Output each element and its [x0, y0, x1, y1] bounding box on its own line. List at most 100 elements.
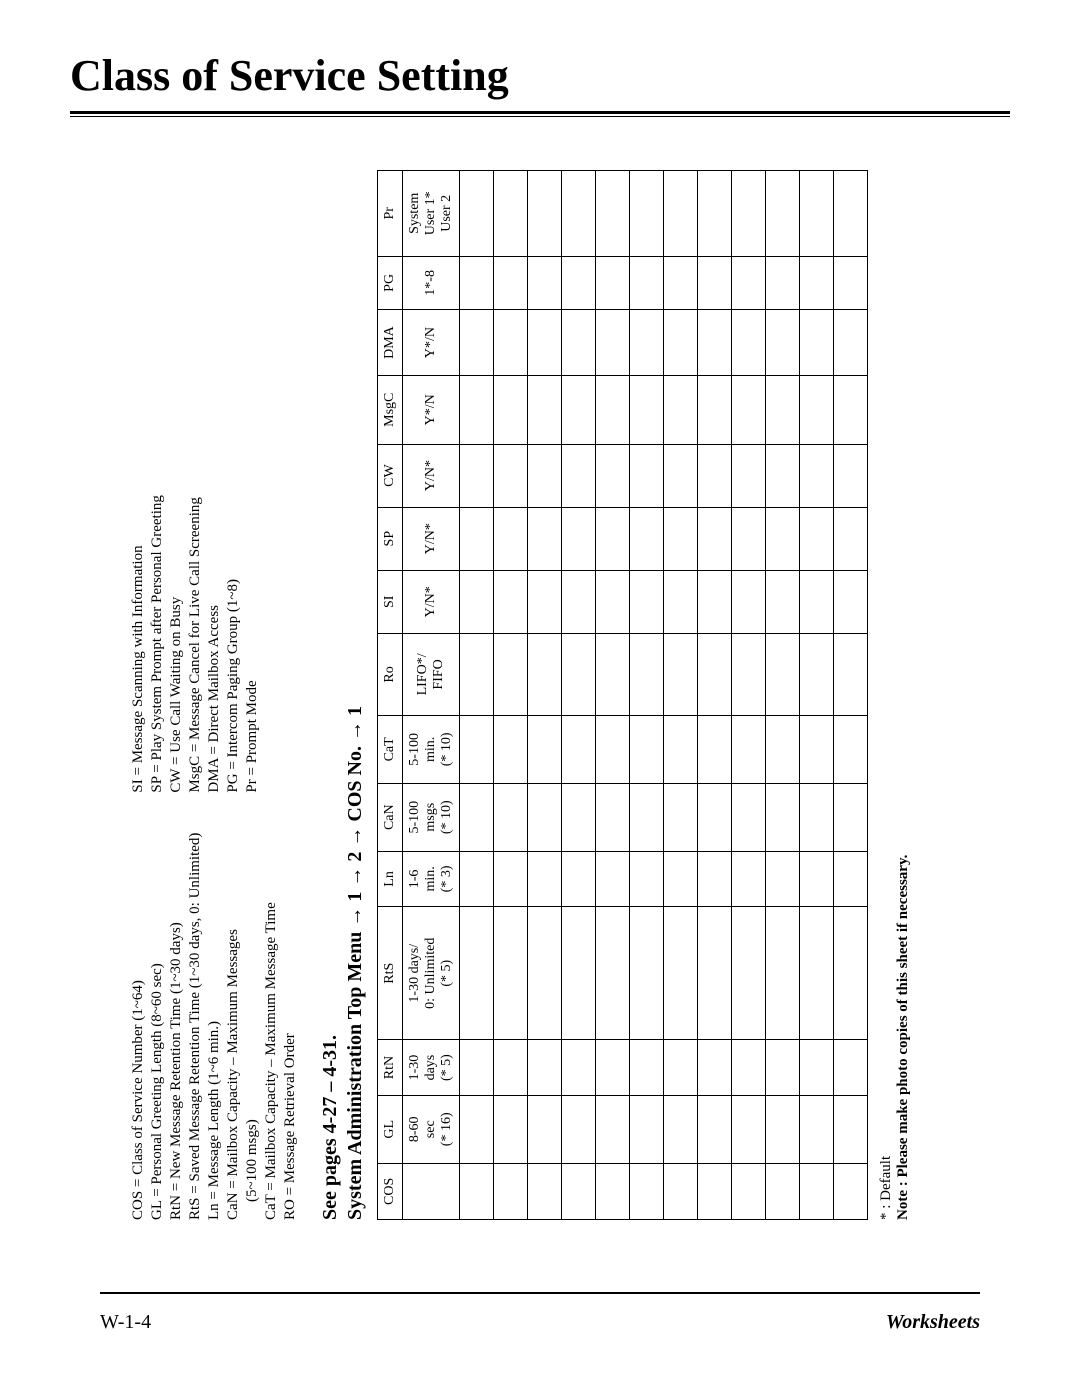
- table-cell[interactable]: [630, 444, 664, 507]
- table-cell[interactable]: [834, 851, 868, 907]
- table-cell[interactable]: [596, 171, 630, 257]
- table-cell[interactable]: [834, 256, 868, 310]
- table-cell[interactable]: [732, 1040, 766, 1096]
- table-cell[interactable]: [630, 507, 664, 570]
- table-cell[interactable]: [494, 783, 528, 851]
- table-cell[interactable]: [562, 507, 596, 570]
- table-cell[interactable]: [698, 715, 732, 783]
- table-cell[interactable]: [766, 851, 800, 907]
- table-cell[interactable]: [834, 715, 868, 783]
- table-cell[interactable]: [834, 171, 868, 257]
- table-cell[interactable]: [664, 310, 698, 376]
- table-cell[interactable]: [562, 444, 596, 507]
- table-cell[interactable]: [528, 851, 562, 907]
- table-cell[interactable]: [664, 171, 698, 257]
- table-cell[interactable]: [460, 1163, 494, 1219]
- table-cell[interactable]: [834, 570, 868, 633]
- table-cell[interactable]: [664, 375, 698, 444]
- table-cell[interactable]: [596, 507, 630, 570]
- table-cell[interactable]: [800, 256, 834, 310]
- table-cell[interactable]: [528, 907, 562, 1040]
- table-cell[interactable]: [528, 256, 562, 310]
- table-cell[interactable]: [630, 171, 664, 257]
- table-cell[interactable]: [630, 715, 664, 783]
- table-cell[interactable]: [800, 1040, 834, 1096]
- table-cell[interactable]: [562, 570, 596, 633]
- table-cell[interactable]: [562, 256, 596, 310]
- table-cell[interactable]: [596, 907, 630, 1040]
- table-cell[interactable]: [664, 256, 698, 310]
- table-cell[interactable]: [800, 907, 834, 1040]
- table-cell[interactable]: [494, 715, 528, 783]
- table-cell[interactable]: [494, 1040, 528, 1096]
- table-cell[interactable]: [766, 444, 800, 507]
- table-cell[interactable]: [460, 1040, 494, 1096]
- table-cell[interactable]: [460, 444, 494, 507]
- table-cell[interactable]: [528, 1163, 562, 1219]
- table-cell[interactable]: [766, 256, 800, 310]
- table-cell[interactable]: [630, 1040, 664, 1096]
- table-cell[interactable]: [664, 1040, 698, 1096]
- table-cell[interactable]: [562, 310, 596, 376]
- table-cell[interactable]: [630, 1163, 664, 1219]
- table-cell[interactable]: [596, 310, 630, 376]
- table-cell[interactable]: [800, 851, 834, 907]
- table-cell[interactable]: [630, 310, 664, 376]
- table-cell[interactable]: [834, 507, 868, 570]
- table-cell[interactable]: [732, 507, 766, 570]
- table-cell[interactable]: [732, 851, 766, 907]
- table-cell[interactable]: [630, 907, 664, 1040]
- table-cell[interactable]: [732, 310, 766, 376]
- table-cell[interactable]: [664, 1095, 698, 1163]
- table-cell[interactable]: [494, 1163, 528, 1219]
- table-cell[interactable]: [732, 1163, 766, 1219]
- table-cell[interactable]: [528, 570, 562, 633]
- table-cell[interactable]: [630, 375, 664, 444]
- table-cell[interactable]: [834, 310, 868, 376]
- table-cell[interactable]: [630, 570, 664, 633]
- table-cell[interactable]: [494, 851, 528, 907]
- table-cell[interactable]: [562, 633, 596, 715]
- table-cell[interactable]: [664, 851, 698, 907]
- table-cell[interactable]: [528, 310, 562, 376]
- table-cell[interactable]: [630, 783, 664, 851]
- table-cell[interactable]: [460, 310, 494, 376]
- table-cell[interactable]: [800, 310, 834, 376]
- table-cell[interactable]: [732, 444, 766, 507]
- table-cell[interactable]: [494, 171, 528, 257]
- table-cell[interactable]: [800, 1095, 834, 1163]
- table-cell[interactable]: [528, 171, 562, 257]
- table-cell[interactable]: [834, 1095, 868, 1163]
- table-cell[interactable]: [834, 1040, 868, 1096]
- table-cell[interactable]: [562, 1040, 596, 1096]
- table-cell[interactable]: [596, 444, 630, 507]
- table-cell[interactable]: [562, 783, 596, 851]
- table-cell[interactable]: [528, 375, 562, 444]
- table-cell[interactable]: [698, 1040, 732, 1096]
- table-cell[interactable]: [460, 907, 494, 1040]
- table-cell[interactable]: [494, 570, 528, 633]
- table-cell[interactable]: [766, 1095, 800, 1163]
- table-cell[interactable]: [732, 1095, 766, 1163]
- table-cell[interactable]: [494, 375, 528, 444]
- table-cell[interactable]: [834, 907, 868, 1040]
- table-cell[interactable]: [698, 171, 732, 257]
- table-cell[interactable]: [528, 444, 562, 507]
- table-cell[interactable]: [528, 507, 562, 570]
- table-cell[interactable]: [732, 783, 766, 851]
- table-cell[interactable]: [596, 715, 630, 783]
- table-cell[interactable]: [664, 507, 698, 570]
- table-cell[interactable]: [766, 1040, 800, 1096]
- table-cell[interactable]: [766, 783, 800, 851]
- table-cell[interactable]: [460, 715, 494, 783]
- table-cell[interactable]: [596, 1040, 630, 1096]
- table-cell[interactable]: [664, 783, 698, 851]
- table-cell[interactable]: [528, 783, 562, 851]
- table-cell[interactable]: [834, 1163, 868, 1219]
- table-cell[interactable]: [800, 507, 834, 570]
- table-cell[interactable]: [596, 256, 630, 310]
- table-cell[interactable]: [766, 310, 800, 376]
- table-cell[interactable]: [732, 570, 766, 633]
- table-cell[interactable]: [664, 907, 698, 1040]
- table-cell[interactable]: [562, 375, 596, 444]
